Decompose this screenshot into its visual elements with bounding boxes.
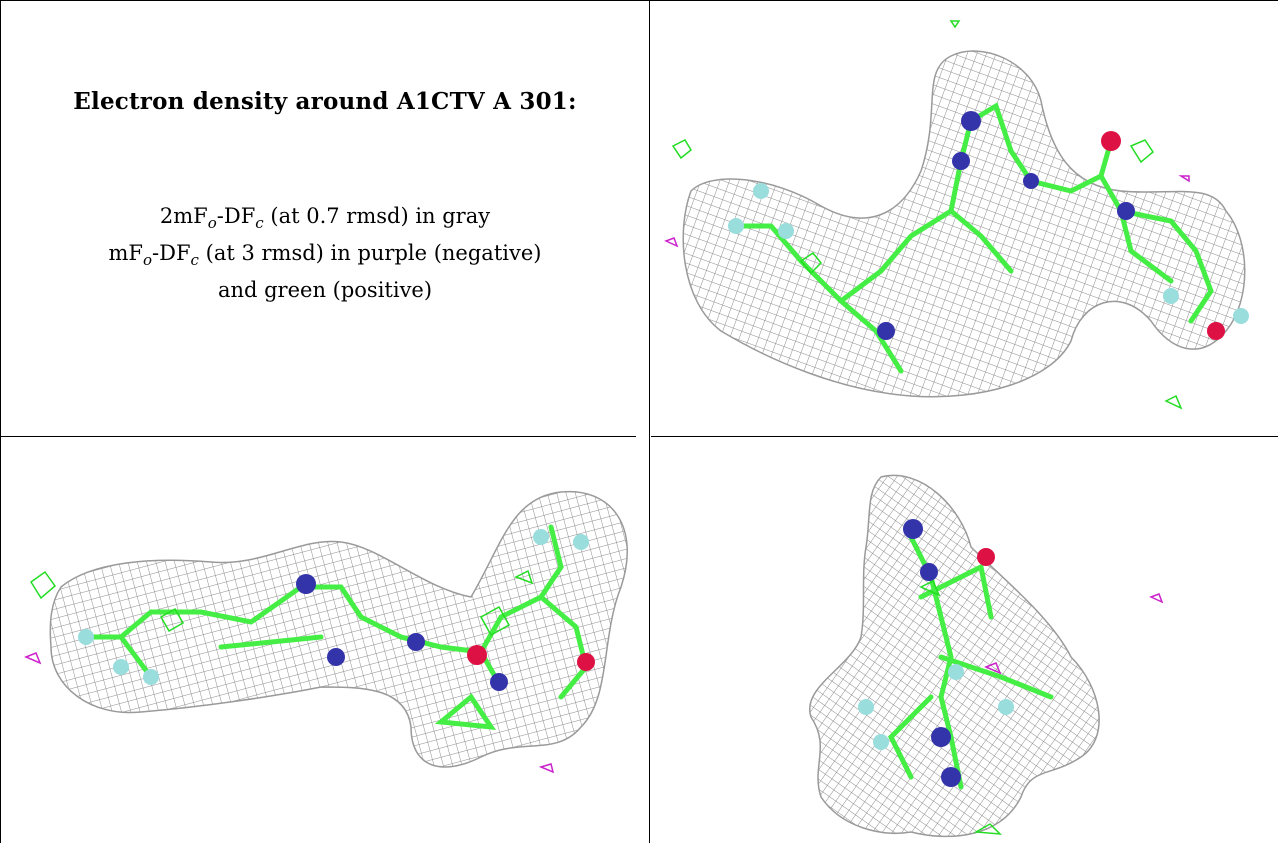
gray-mesh-side — [49, 490, 628, 768]
figure-title: Electron density around A1CTV A 301: — [73, 88, 577, 115]
middle-divider-right — [651, 436, 1278, 437]
density-image-side — [24, 490, 628, 774]
caption-panel: Electron density around A1CTV A 301: 2mF… — [20, 88, 630, 305]
figure-description: 2mFo-DFc (at 0.7 rmsd) in gray mFo-DFc (… — [20, 201, 630, 305]
atoms-side — [78, 529, 595, 691]
outer-border-top — [0, 0, 1278, 1]
difference-density-front — [664, 20, 1190, 410]
density-image-end — [808, 474, 1164, 838]
center-divider — [649, 0, 650, 843]
density-panel-end-view — [651, 437, 1278, 843]
legend-line-fofc: mFo-DFc (at 3 rmsd) in purple (negative) — [108, 241, 542, 270]
atoms-end — [858, 519, 1014, 787]
middle-divider-left — [0, 436, 636, 437]
difference-density-side — [24, 569, 555, 774]
outer-border-left — [0, 0, 1, 843]
difference-density-end — [919, 579, 1164, 835]
density-image-front — [664, 20, 1249, 410]
legend-line-2fofc: 2mFo-DFc (at 0.7 rmsd) in gray — [159, 204, 491, 233]
ligand-sticks-side — [83, 524, 589, 731]
atoms-front — [728, 111, 1249, 340]
density-panel-side-view — [1, 437, 648, 843]
legend-line-positive: and green (positive) — [217, 278, 433, 303]
density-panel-front-view — [651, 1, 1278, 435]
